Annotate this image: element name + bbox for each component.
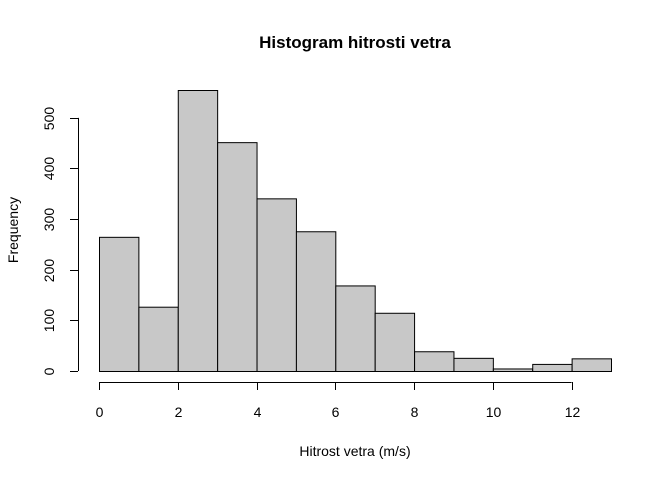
- histogram-bar-9: [453, 357, 494, 372]
- y-tick-label-0: 0: [41, 367, 57, 375]
- x-tick-label-2: 4: [254, 404, 262, 420]
- histogram-bar-3: [217, 142, 258, 372]
- bars-group: [99, 90, 612, 373]
- y-tick-label-1: 100: [41, 309, 57, 333]
- x-axis: 0 2 4 6 8 10 12: [96, 382, 581, 420]
- x-tick-label-6: 12: [565, 404, 581, 420]
- y-tick-label-4: 400: [41, 157, 57, 181]
- histogram-bar-4: [256, 198, 297, 372]
- histogram-bar-2: [177, 90, 219, 372]
- y-axis-label: Frequency: [5, 197, 21, 263]
- histogram-bar-12: [571, 358, 612, 373]
- y-axis: 0 100 200 300 400 500: [41, 107, 79, 375]
- histogram-bar-11: [532, 363, 573, 373]
- x-axis-label: Hitrost vetra (m/s): [299, 443, 410, 459]
- histogram-bar-5: [295, 231, 337, 372]
- x-tick-label-5: 10: [486, 404, 502, 420]
- x-tick-label-0: 0: [96, 404, 104, 420]
- x-tick-label-1: 2: [175, 404, 183, 420]
- x-tick-label-3: 6: [332, 404, 340, 420]
- histogram-bar-6: [335, 285, 376, 372]
- y-tick-label-2: 200: [41, 259, 57, 283]
- histogram-bar-1: [138, 306, 179, 372]
- histogram-bar-0: [99, 236, 140, 372]
- chart-title: Histogram hitrosti vetra: [259, 33, 451, 52]
- y-tick-label-5: 500: [41, 107, 57, 131]
- histogram-bar-7: [374, 312, 416, 373]
- y-tick-label-3: 300: [41, 208, 57, 232]
- histogram-bar-8: [414, 351, 455, 373]
- x-tick-label-4: 8: [411, 404, 419, 420]
- histogram-bar-10: [492, 368, 534, 373]
